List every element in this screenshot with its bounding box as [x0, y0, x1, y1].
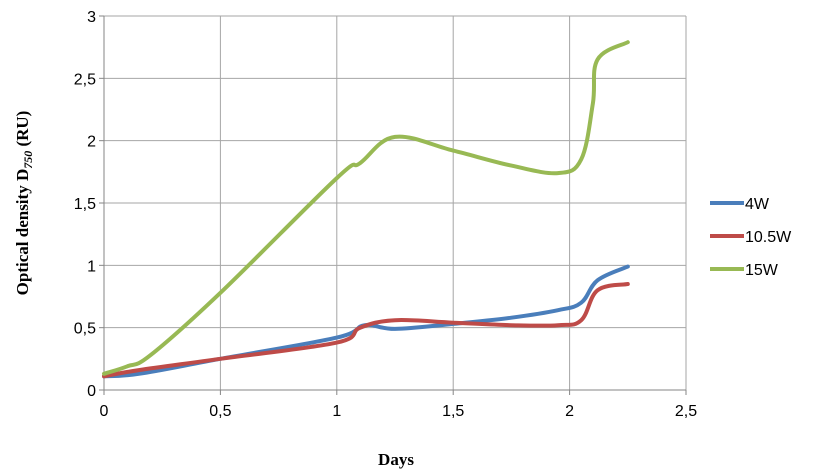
y-tick-label: 0: [87, 383, 96, 400]
x-tick-label: 1: [332, 403, 341, 420]
x-tick-label: 0: [100, 403, 109, 420]
y-tick-label: 1: [87, 258, 96, 275]
x-tick-label: 2: [565, 403, 574, 420]
y-tick-label: 2,5: [74, 71, 96, 88]
series-line-15w: [102, 40, 630, 376]
y-axis-title-subscript: 750: [21, 151, 35, 169]
y-axis-title: Optical density D750 (RU): [13, 111, 35, 296]
legend-label-10-5w: 10.5W: [745, 229, 792, 246]
y-axis-title-suffix: (RU): [13, 111, 32, 151]
x-tick-label: 2,5: [675, 403, 697, 420]
x-tick-label: 0,5: [209, 403, 231, 420]
series-line-4w: [102, 264, 630, 379]
y-tick-label: 3: [87, 9, 96, 26]
grid-lines: [104, 15, 687, 390]
y-tick-label: 1,5: [74, 196, 96, 213]
x-axis-title: Days: [378, 450, 414, 469]
y-tick-label: 2: [87, 134, 96, 151]
legend: 4W 10.5W 15W: [710, 196, 792, 279]
legend-label-15w: 15W: [745, 262, 779, 279]
data-series: [102, 40, 630, 379]
axes: [99, 15, 687, 395]
series-line-10-5w: [102, 282, 630, 379]
x-tick-labels: 0 0,5 1 1,5 2 2,5: [100, 403, 698, 420]
x-tick-label: 1,5: [442, 403, 464, 420]
y-tick-labels: 0 0,5 1 1,5 2 2,5 3: [74, 9, 96, 400]
y-axis-title-prefix: Optical density D: [13, 169, 32, 296]
legend-label-4w: 4W: [745, 196, 770, 213]
y-tick-label: 0,5: [74, 321, 96, 338]
